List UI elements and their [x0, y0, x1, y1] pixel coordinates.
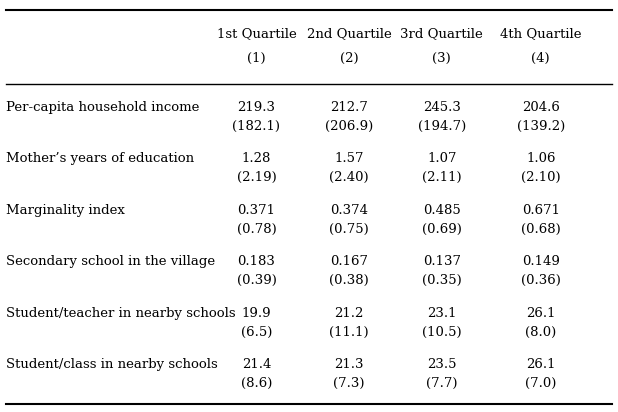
Text: 0.485: 0.485: [423, 204, 461, 217]
Text: (8.0): (8.0): [525, 325, 556, 339]
Text: (194.7): (194.7): [418, 119, 466, 133]
Text: 219.3: 219.3: [237, 101, 276, 114]
Text: (182.1): (182.1): [232, 119, 281, 133]
Text: (206.9): (206.9): [325, 119, 373, 133]
Text: 0.137: 0.137: [423, 255, 461, 269]
Text: (0.35): (0.35): [422, 274, 462, 287]
Text: 26.1: 26.1: [526, 358, 556, 372]
Text: (7.3): (7.3): [334, 377, 365, 390]
Text: 0.167: 0.167: [330, 255, 368, 269]
Text: (7.0): (7.0): [525, 377, 556, 390]
Text: 1st Quartile: 1st Quartile: [216, 27, 297, 40]
Text: 21.4: 21.4: [242, 358, 271, 372]
Text: 0.371: 0.371: [237, 204, 276, 217]
Text: 21.2: 21.2: [334, 307, 364, 320]
Text: (8.6): (8.6): [241, 377, 272, 390]
Text: Student/class in nearby schools: Student/class in nearby schools: [6, 358, 218, 372]
Text: (2): (2): [340, 52, 358, 65]
Text: 4th Quartile: 4th Quartile: [500, 27, 582, 40]
Text: Student/teacher in nearby schools: Student/teacher in nearby schools: [6, 307, 236, 320]
Text: (6.5): (6.5): [241, 325, 272, 339]
Text: 0.149: 0.149: [522, 255, 560, 269]
Text: 1.06: 1.06: [526, 152, 556, 166]
Text: 23.5: 23.5: [427, 358, 457, 372]
Text: (10.5): (10.5): [422, 325, 462, 339]
Text: (0.78): (0.78): [237, 222, 276, 236]
Text: (3): (3): [433, 52, 451, 65]
Text: (4): (4): [531, 52, 550, 65]
Text: (0.39): (0.39): [237, 274, 276, 287]
Text: 19.9: 19.9: [242, 307, 271, 320]
Text: (7.7): (7.7): [426, 377, 457, 390]
Text: (1): (1): [247, 52, 266, 65]
Text: 1.57: 1.57: [334, 152, 364, 166]
Text: (0.75): (0.75): [329, 222, 369, 236]
Text: (0.68): (0.68): [521, 222, 561, 236]
Text: (0.69): (0.69): [422, 222, 462, 236]
Text: Secondary school in the village: Secondary school in the village: [6, 255, 215, 269]
Text: Marginality index: Marginality index: [6, 204, 125, 217]
Text: (11.1): (11.1): [329, 325, 369, 339]
Text: (0.36): (0.36): [521, 274, 561, 287]
Text: (2.11): (2.11): [422, 171, 462, 184]
Text: Per-capita household income: Per-capita household income: [6, 101, 200, 114]
Text: 26.1: 26.1: [526, 307, 556, 320]
Text: 3rd Quartile: 3rd Quartile: [400, 27, 483, 40]
Text: Mother’s years of education: Mother’s years of education: [6, 152, 194, 166]
Text: 0.183: 0.183: [237, 255, 276, 269]
Text: (2.10): (2.10): [521, 171, 561, 184]
Text: 1.28: 1.28: [242, 152, 271, 166]
Text: (139.2): (139.2): [517, 119, 565, 133]
Text: (2.40): (2.40): [329, 171, 369, 184]
Text: 245.3: 245.3: [423, 101, 461, 114]
Text: 0.671: 0.671: [522, 204, 560, 217]
Text: 1.07: 1.07: [427, 152, 457, 166]
Text: 23.1: 23.1: [427, 307, 457, 320]
Text: 21.3: 21.3: [334, 358, 364, 372]
Text: 212.7: 212.7: [330, 101, 368, 114]
Text: 204.6: 204.6: [522, 101, 560, 114]
Text: (2.19): (2.19): [237, 171, 276, 184]
Text: (0.38): (0.38): [329, 274, 369, 287]
Text: 2nd Quartile: 2nd Quartile: [307, 27, 392, 40]
Text: 0.374: 0.374: [330, 204, 368, 217]
